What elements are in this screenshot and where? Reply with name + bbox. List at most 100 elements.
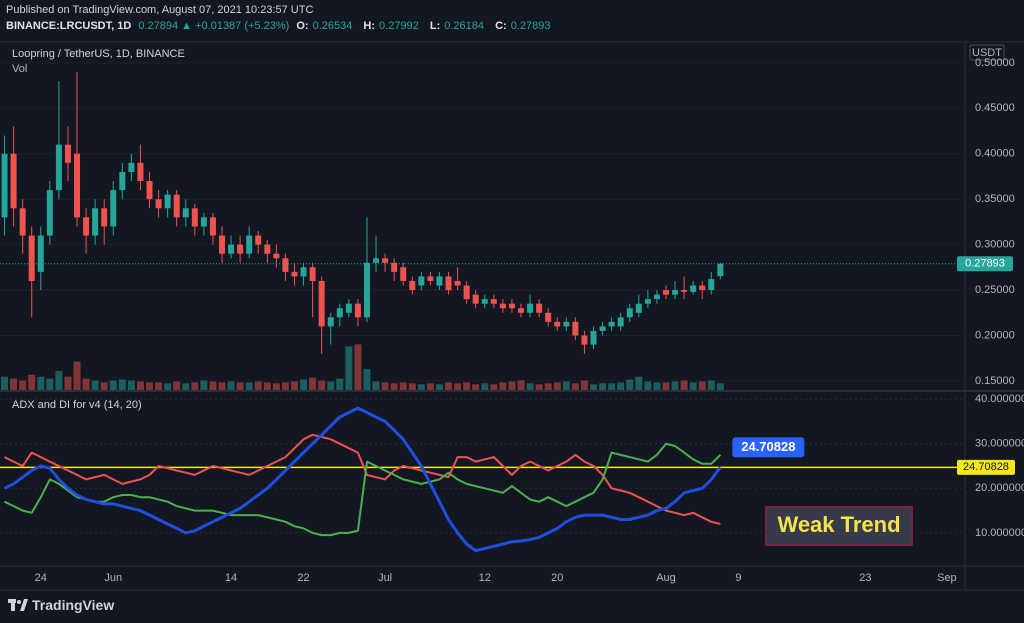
volume-bar	[463, 382, 471, 390]
volume-bar	[535, 384, 543, 390]
candle-body	[635, 303, 642, 313]
candle-body	[454, 280, 461, 286]
volume-bar	[526, 383, 534, 390]
ohlc-value: 0.26534	[312, 20, 353, 32]
ohlc-label: C:	[495, 20, 507, 32]
candle-body	[644, 299, 651, 304]
volume-bar	[37, 376, 45, 390]
volume-bar	[390, 383, 398, 390]
volume-bar	[707, 380, 715, 390]
ohlc-1: H: 0.27992	[363, 20, 422, 32]
candle-body	[536, 303, 543, 313]
x-tick-label: Jul	[378, 572, 392, 584]
x-tick-label: 24	[35, 572, 47, 584]
candle-body	[672, 290, 679, 295]
candle-body	[599, 326, 606, 331]
symbol: BINANCE:LRCUSDT, 1D	[6, 20, 132, 32]
volume-bar	[182, 383, 190, 390]
indicator-title: ADX and DI for v4 (14, 20)	[12, 399, 142, 411]
volume-bar	[617, 382, 625, 390]
volume-bar	[671, 381, 679, 390]
candle-body	[563, 321, 570, 327]
y-tick-label: 0.30000	[975, 239, 1015, 251]
volume-bar	[644, 381, 652, 390]
volume-bar	[653, 382, 661, 390]
candle-body	[690, 285, 697, 292]
y-axis-label: USDT	[972, 47, 1002, 59]
candle-body	[10, 153, 17, 209]
x-tick-label: Sep	[937, 572, 957, 584]
candle-body	[309, 267, 316, 281]
volume-bar	[254, 381, 262, 390]
volume-bar	[481, 383, 489, 390]
candle-body	[662, 290, 669, 295]
volume-bar	[263, 382, 271, 390]
candle-body	[137, 162, 144, 182]
candle-body	[617, 317, 624, 327]
indicator-line	[3, 406, 722, 553]
volume-bar	[127, 380, 135, 390]
candle-body	[92, 208, 99, 236]
candle-body	[490, 299, 497, 304]
volume-bar	[309, 377, 317, 390]
candle-body	[653, 294, 660, 300]
volume-bar	[472, 384, 480, 390]
candle-body	[173, 194, 180, 218]
volume-bar	[435, 384, 443, 390]
volume-bar	[245, 382, 253, 390]
candle-body	[273, 253, 280, 259]
level-box	[957, 459, 1015, 475]
candle-body	[508, 303, 515, 309]
volume-bar	[227, 381, 235, 390]
ohlc-value: 0.27992	[379, 20, 419, 32]
main-title: Loopring / TetherUS, 1D, BINANCE	[12, 48, 185, 60]
candle-body	[327, 317, 334, 327]
candle-body	[717, 263, 724, 277]
volume-bar	[146, 382, 154, 390]
volume-bar	[517, 380, 525, 390]
candle-body	[590, 330, 597, 345]
candle-body	[409, 280, 416, 291]
volume-bar	[562, 381, 570, 390]
volume-bar	[499, 382, 507, 390]
candle-body	[608, 321, 615, 327]
candle-body	[545, 312, 552, 322]
x-tick-label: 9	[735, 572, 741, 584]
candle-body	[200, 217, 207, 227]
candle-body	[264, 244, 271, 254]
candle-body	[1, 153, 8, 218]
volume-bar	[608, 383, 616, 390]
candle-body	[499, 303, 506, 309]
ohlc-value: 0.27893	[510, 20, 551, 32]
volume-bar	[109, 380, 117, 390]
volume-bar	[445, 382, 453, 390]
candle-body	[391, 262, 398, 272]
volume-bar	[544, 383, 552, 390]
candle-body	[373, 258, 380, 263]
x-tick-label: 20	[551, 572, 563, 584]
candle-body	[463, 285, 470, 300]
volume-bar	[91, 380, 99, 390]
volume-bar	[399, 382, 407, 390]
volume-bar	[19, 380, 27, 390]
annotation-box	[765, 506, 913, 546]
ohlc-label: O:	[296, 20, 309, 32]
y-tick-label: 0.15000	[975, 375, 1015, 387]
volume-bar	[281, 382, 289, 390]
y-tick-label: 20.000000	[975, 482, 1024, 494]
volume-bar	[680, 380, 688, 390]
candle-body	[37, 235, 44, 272]
candle-body	[382, 258, 389, 263]
ohlc-label: H:	[363, 20, 376, 32]
y-tick-label: 10.000000	[975, 527, 1024, 539]
logo-slash	[20, 599, 28, 611]
candle-body	[64, 144, 71, 163]
volume-bar	[1, 376, 9, 390]
volume-bar	[426, 383, 434, 390]
volume-bar	[626, 379, 634, 390]
candle-body	[155, 199, 162, 209]
candle-body	[572, 321, 579, 336]
quote: 0.27894 ▲ +0.01387 (+5.23%)	[138, 20, 290, 32]
volume-bar	[345, 346, 353, 390]
